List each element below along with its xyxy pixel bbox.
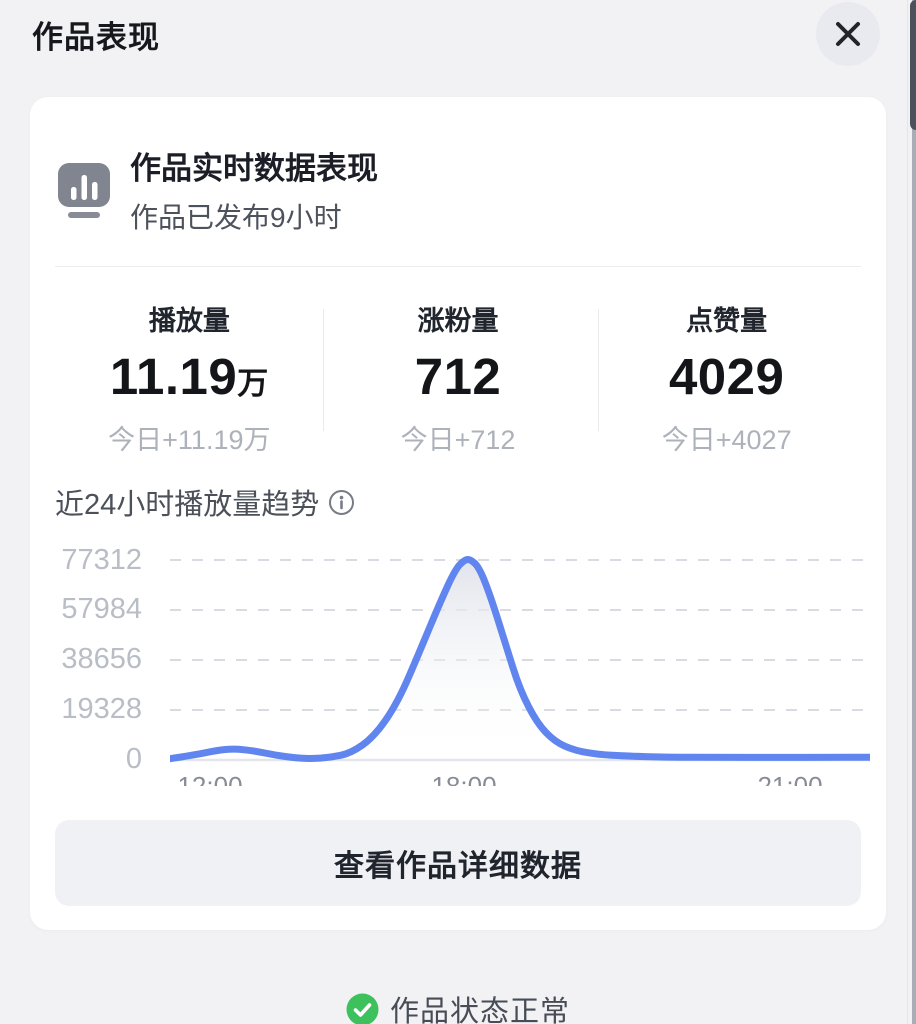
view-detail-button[interactable]: 查看作品详细数据 (55, 820, 861, 906)
realtime-data-card: 作品实时数据表现 作品已发布9小时 播放量 11.19万 今日+11.19万 涨… (30, 97, 886, 930)
stat-plays: 播放量 11.19万 今日+11.19万 (55, 299, 324, 457)
stat-followers: 涨粉量 712 今日+712 (324, 299, 593, 457)
x-axis-label: 18:00 (431, 771, 497, 786)
y-axis-label: 57984 (61, 593, 142, 625)
y-axis-label: 0 (125, 743, 142, 775)
check-circle-icon (346, 993, 379, 1024)
panel-edge-line (907, 0, 908, 1024)
trend-chart (170, 556, 870, 763)
scrollbar-thumb[interactable] (910, 0, 916, 130)
scrollbar-track (912, 0, 916, 1024)
y-axis-label: 19328 (61, 693, 142, 725)
card-title: 作品实时数据表现 (130, 151, 378, 186)
stat-plays-today: 今日+11.19万 (108, 425, 271, 455)
card-subtitle: 作品已发布9小时 (130, 202, 342, 233)
close-icon (833, 19, 863, 49)
trend-title: 近24小时播放量趋势 (55, 489, 320, 521)
info-icon[interactable] (328, 489, 355, 516)
y-axis-label: 38656 (61, 643, 142, 675)
stat-divider (323, 309, 324, 431)
data-board-icon (57, 161, 111, 224)
y-axis-label: 77312 (61, 544, 142, 576)
stat-likes-today: 今日+4027 (661, 425, 792, 455)
stat-divider (598, 309, 599, 431)
stat-plays-unit: 万 (237, 366, 269, 401)
stat-plays-value: 11.19万 (109, 348, 269, 405)
trend-line (170, 556, 870, 763)
status-text: 作品状态正常 (389, 996, 570, 1024)
status-row: 作品状态正常 (0, 988, 916, 1024)
page-title: 作品表现 (32, 20, 160, 55)
stat-followers-value: 712 (414, 348, 502, 405)
stat-likes-value: 4029 (668, 348, 785, 405)
x-axis-label: 12:00 (177, 771, 243, 786)
stat-plays-label: 播放量 (148, 306, 230, 336)
close-button[interactable] (816, 2, 880, 66)
stats-row: 播放量 11.19万 今日+11.19万 涨粉量 712 今日+712 点赞量 … (55, 299, 861, 457)
stat-followers-today: 今日+712 (400, 425, 516, 455)
divider (55, 266, 861, 267)
stat-followers-label: 涨粉量 (417, 306, 499, 336)
stat-likes-label: 点赞量 (686, 306, 768, 336)
x-axis-strip: 12:00 18:00 21:00 (170, 769, 870, 786)
trend-area (170, 559, 870, 760)
stat-likes: 点赞量 4029 今日+4027 (592, 299, 861, 457)
x-axis-label: 21:00 (757, 771, 823, 786)
